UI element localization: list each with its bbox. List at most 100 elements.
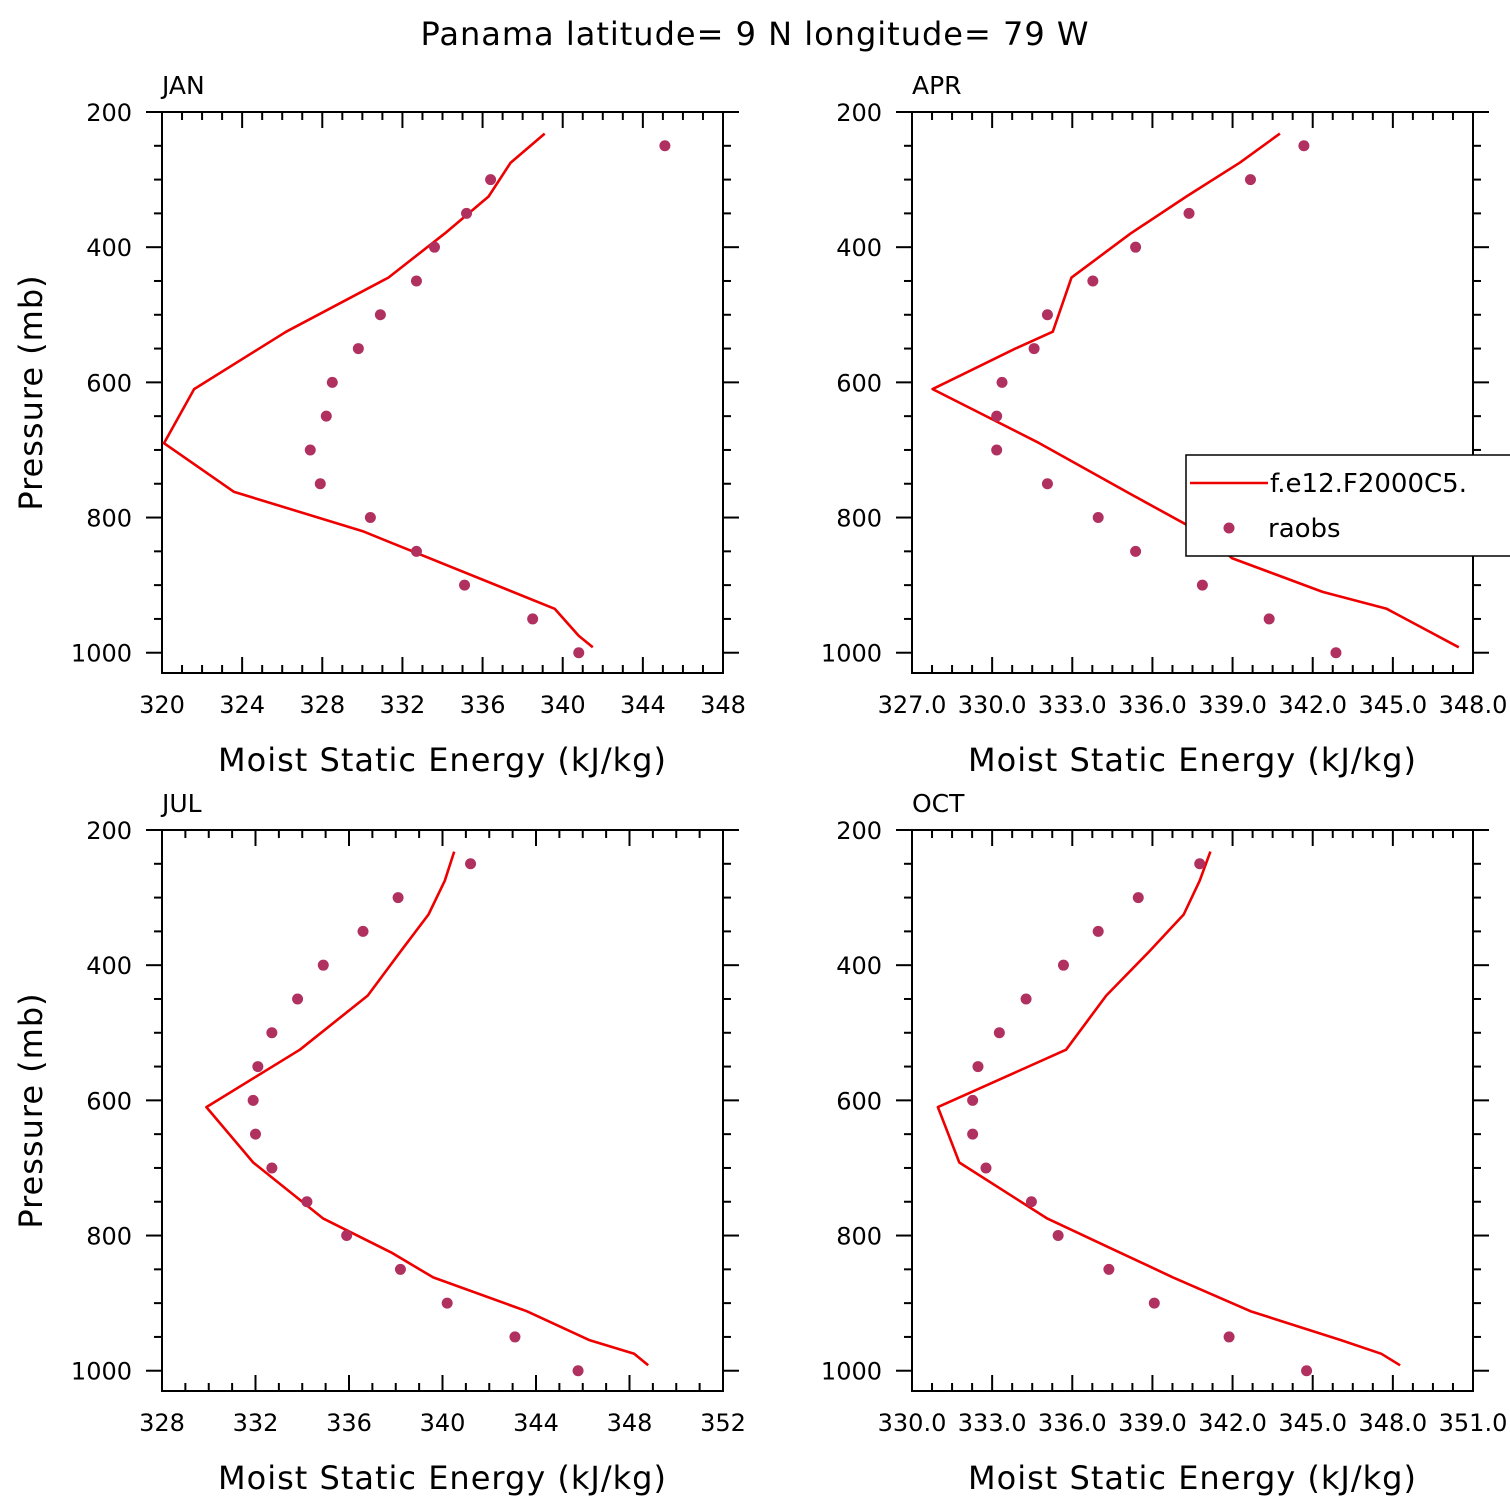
raobs-point xyxy=(374,309,386,321)
y-tick-label: 600 xyxy=(836,1087,882,1115)
raobs-point xyxy=(509,1331,521,1343)
x-tick-label: 340 xyxy=(540,691,586,719)
raobs-point xyxy=(1103,1263,1115,1275)
raobs-point xyxy=(1041,309,1053,321)
x-tick-label: 333.0 xyxy=(958,1409,1027,1437)
raobs-point xyxy=(304,444,316,456)
raobs-point xyxy=(967,1128,979,1140)
raobs-point xyxy=(364,512,376,524)
raobs-point xyxy=(972,1061,984,1073)
raobs-point xyxy=(967,1094,979,1106)
y-tick-label: 200 xyxy=(86,99,132,127)
x-tick-label: 344 xyxy=(620,691,666,719)
y-tick-label: 600 xyxy=(836,369,882,397)
panel-title: JUL xyxy=(160,789,202,818)
raobs-point xyxy=(1301,1365,1313,1377)
x-tick-label: 348.0 xyxy=(1358,1409,1427,1437)
raobs-point xyxy=(1244,174,1256,186)
y-tick-label: 200 xyxy=(836,99,882,127)
plot-frame xyxy=(911,111,1474,674)
x-tick-label: 348.0 xyxy=(1439,691,1508,719)
x-tick-label: 330.0 xyxy=(958,691,1027,719)
x-tick-label: 336 xyxy=(460,691,506,719)
panel-title: OCT xyxy=(912,789,965,818)
raobs-point xyxy=(991,410,1003,422)
y-tick-label: 600 xyxy=(86,1087,132,1115)
legend-label: raobs xyxy=(1268,514,1341,544)
raobs-point xyxy=(1132,892,1144,904)
raobs-point xyxy=(320,410,332,422)
y-tick-label: 1000 xyxy=(821,640,882,668)
x-tick-label: 332 xyxy=(380,691,426,719)
series-group xyxy=(162,132,671,659)
raobs-point xyxy=(266,1027,278,1039)
raobs-point xyxy=(1092,925,1104,937)
panel-title: APR xyxy=(912,71,962,100)
raobs-point xyxy=(465,858,477,870)
x-tick-label: 339.0 xyxy=(1198,691,1267,719)
raobs-point xyxy=(573,647,585,659)
raobs-point xyxy=(250,1128,261,1140)
raobs-point xyxy=(1223,1331,1235,1343)
y-tick-label: 800 xyxy=(86,505,132,533)
x-tick-label: 336.0 xyxy=(1118,691,1187,719)
model-line xyxy=(936,851,1401,1367)
x-axis-label: Moist Static Energy (kJ/kg) xyxy=(218,741,667,779)
raobs-point xyxy=(1148,1297,1160,1309)
model-line xyxy=(931,132,1460,649)
raobs-point xyxy=(993,1027,1005,1039)
raobs-point xyxy=(1092,512,1104,524)
raobs-point xyxy=(317,959,329,971)
raobs-point xyxy=(326,376,338,388)
x-tick-label: 342.0 xyxy=(1198,1409,1267,1437)
panel-title: JAN xyxy=(160,71,205,100)
raobs-point xyxy=(1183,207,1195,219)
x-axis-label: Moist Static Energy (kJ/kg) xyxy=(968,1459,1417,1497)
y-axis-label: Pressure (mb) xyxy=(12,274,50,510)
raobs-point xyxy=(1194,858,1206,870)
legend: f.e12.F2000C5. raobs xyxy=(1185,454,1510,557)
x-tick-label: 330.0 xyxy=(878,1409,947,1437)
raobs-point xyxy=(659,140,671,152)
x-tick-label: 327.0 xyxy=(878,691,947,719)
raobs-point xyxy=(1020,993,1032,1005)
model-line xyxy=(162,132,594,649)
figure-title: Panama latitude= 9 N longitude= 79 W xyxy=(421,15,1090,53)
raobs-point xyxy=(301,1196,313,1208)
y-tick-label: 400 xyxy=(836,952,882,980)
raobs-point xyxy=(1196,579,1208,591)
y-tick-label: 1000 xyxy=(71,640,132,668)
raobs-point xyxy=(1130,241,1142,253)
raobs-point xyxy=(352,343,364,355)
raobs-point xyxy=(428,241,440,253)
x-tick-label: 345.0 xyxy=(1278,1409,1347,1437)
raobs-point xyxy=(247,1094,259,1106)
x-tick-label: 352 xyxy=(700,1409,746,1437)
x-tick-label: 342.0 xyxy=(1278,691,1347,719)
raobs-point xyxy=(980,1162,992,1174)
x-tick-label: 336.0 xyxy=(1038,1409,1107,1437)
y-tick-label: 800 xyxy=(836,505,882,533)
raobs-point xyxy=(996,376,1008,388)
raobs-point xyxy=(357,925,369,937)
x-axis-label: Moist Static Energy (kJ/kg) xyxy=(218,1459,667,1497)
y-tick-label: 400 xyxy=(86,234,132,262)
raobs-point xyxy=(314,478,326,490)
raobs-point xyxy=(1087,275,1099,287)
x-tick-label: 348 xyxy=(700,691,746,719)
raobs-point xyxy=(341,1230,353,1242)
y-tick-label: 1000 xyxy=(821,1358,882,1386)
y-tick-label: 400 xyxy=(836,234,882,262)
x-tick-label: 345.0 xyxy=(1358,691,1427,719)
legend-label: f.e12.F2000C5. xyxy=(1270,469,1467,499)
y-tick-label: 800 xyxy=(86,1223,132,1251)
x-tick-label: 340 xyxy=(420,1409,466,1437)
raobs-point xyxy=(991,444,1003,456)
raobs-point xyxy=(459,579,471,591)
x-tick-label: 339.0 xyxy=(1118,1409,1187,1437)
y-tick-label: 200 xyxy=(86,817,132,845)
raobs-point xyxy=(1263,613,1275,625)
x-tick-label: 344 xyxy=(513,1409,559,1437)
legend-marker-swatch xyxy=(1223,522,1235,534)
